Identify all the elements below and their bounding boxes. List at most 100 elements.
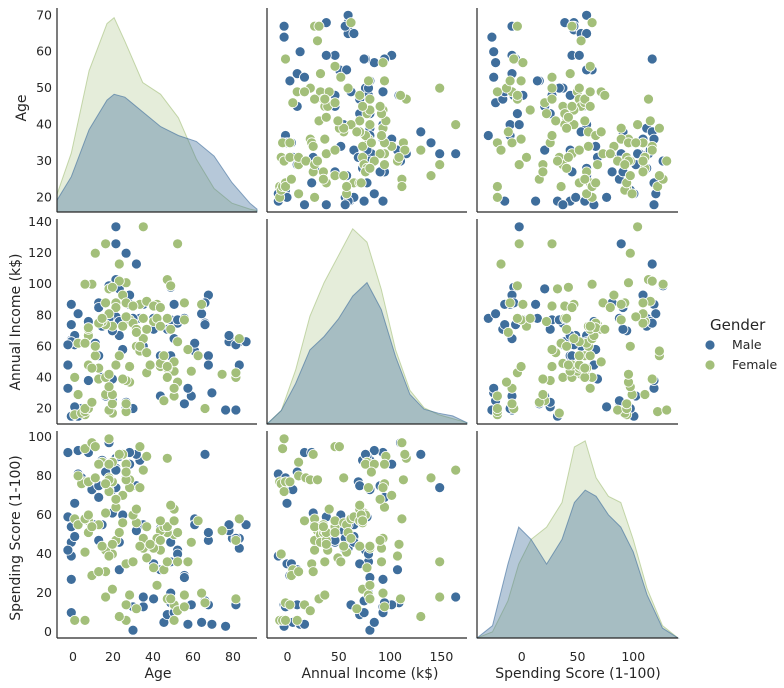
point-female-66 <box>504 297 516 309</box>
point-female-66 <box>504 75 516 87</box>
point-male-66 <box>148 593 160 605</box>
point-female-29 <box>575 35 587 47</box>
point-male-67 <box>127 624 139 636</box>
point-female-10 <box>506 398 518 410</box>
point-male-80 <box>65 574 77 585</box>
point-female-79 <box>584 86 596 98</box>
panel-annual-income-k-vs-age: 20 40 60 80 100 120 140 <box>28 214 257 425</box>
point-female-96 <box>134 441 146 453</box>
point-female-47 <box>233 513 245 525</box>
point-male-56 <box>137 591 149 603</box>
point-female-0 <box>491 191 503 203</box>
point-female-86 <box>555 181 567 192</box>
point-female-72 <box>524 104 536 116</box>
point-female-27 <box>566 20 578 32</box>
panel-age-vs-age: 20 30 40 50 60 70 <box>36 7 258 213</box>
point-female-12 <box>79 403 91 414</box>
y-tick-age-20: 20 <box>36 189 52 204</box>
point-male-50 <box>415 126 427 138</box>
point-female-41 <box>329 515 341 527</box>
y-tick-spending-score-1-100-40: 40 <box>36 546 52 561</box>
point-female-70 <box>552 155 563 167</box>
point-female-102 <box>317 521 329 533</box>
point-female-109 <box>584 320 596 332</box>
point-male-48 <box>434 148 446 160</box>
point-female-7 <box>103 433 115 445</box>
point-female-66 <box>379 601 390 613</box>
point-female-104 <box>134 340 146 352</box>
point-female-33 <box>564 68 576 79</box>
point-female-100 <box>624 170 636 182</box>
point-female-83 <box>113 258 125 270</box>
point-female-106 <box>573 350 585 362</box>
y-tick-age-40: 40 <box>36 117 52 132</box>
point-male-55 <box>539 283 551 295</box>
point-female-82 <box>595 126 607 138</box>
point-female-110 <box>154 302 166 313</box>
y-tick-age-70: 70 <box>36 7 52 22</box>
point-male-81 <box>646 53 658 65</box>
point-female-83 <box>495 144 507 156</box>
point-female-67 <box>377 482 389 494</box>
point-male-2 <box>278 31 290 43</box>
point-female-79 <box>299 515 310 527</box>
point-male-17 <box>182 618 194 630</box>
point-female-63 <box>517 57 529 68</box>
point-female-12 <box>280 181 291 192</box>
point-female-67 <box>615 122 627 134</box>
point-female-18 <box>639 389 651 400</box>
point-female-33 <box>185 365 197 377</box>
point-female-12 <box>491 181 503 192</box>
point-female-105 <box>364 540 376 552</box>
point-female-10 <box>120 398 132 410</box>
point-female-12 <box>280 615 291 626</box>
point-female-11 <box>158 395 170 407</box>
point-female-89 <box>399 448 411 460</box>
point-female-47 <box>233 333 245 345</box>
point-male-59 <box>425 137 437 149</box>
point-female-103 <box>320 111 332 123</box>
point-female-5 <box>652 181 663 192</box>
point-female-14 <box>285 173 297 185</box>
point-female-14 <box>86 396 98 408</box>
point-female-64 <box>100 478 111 490</box>
y-tick-age-60: 60 <box>36 44 52 59</box>
point-male-18 <box>62 447 74 458</box>
point-male-80 <box>377 574 389 585</box>
point-female-64 <box>379 159 390 171</box>
point-female-60 <box>583 140 594 152</box>
point-female-25 <box>646 373 658 385</box>
y-tick-age-50: 50 <box>36 80 52 95</box>
point-female-12 <box>491 403 503 414</box>
point-female-89 <box>113 275 125 287</box>
point-male-66 <box>512 108 523 119</box>
point-female-41 <box>329 60 341 72</box>
point-female-24 <box>537 373 549 385</box>
x-tick-age-80: 80 <box>225 649 241 664</box>
point-female-40 <box>329 97 341 109</box>
point-female-93 <box>319 93 331 105</box>
x-label-annual-income: Annual Income (k$) <box>301 666 438 682</box>
x-tick-age-60: 60 <box>185 649 201 664</box>
y-label-spending-score: Spending Score (1-100) <box>8 455 24 621</box>
y-tick-annual-income-k-80: 80 <box>36 307 52 322</box>
point-male-52 <box>93 491 105 503</box>
point-male-48 <box>434 482 446 494</box>
point-female-69 <box>608 289 620 301</box>
point-female-96 <box>654 122 665 134</box>
point-female-102 <box>86 362 98 374</box>
point-female-86 <box>79 546 91 558</box>
point-female-106 <box>329 144 341 156</box>
point-female-75 <box>161 452 173 464</box>
point-female-54 <box>363 482 374 494</box>
point-female-88 <box>395 593 406 605</box>
point-female-108 <box>182 556 194 568</box>
kde-female-annual-income-k <box>265 227 468 425</box>
point-female-60 <box>117 517 129 529</box>
x-label-spending-score: Spending Score (1-100) <box>495 666 661 682</box>
point-male-65 <box>368 445 380 456</box>
point-female-2 <box>275 548 287 560</box>
point-female-84 <box>590 177 602 189</box>
point-male-20 <box>306 177 318 189</box>
point-female-30 <box>313 20 325 32</box>
